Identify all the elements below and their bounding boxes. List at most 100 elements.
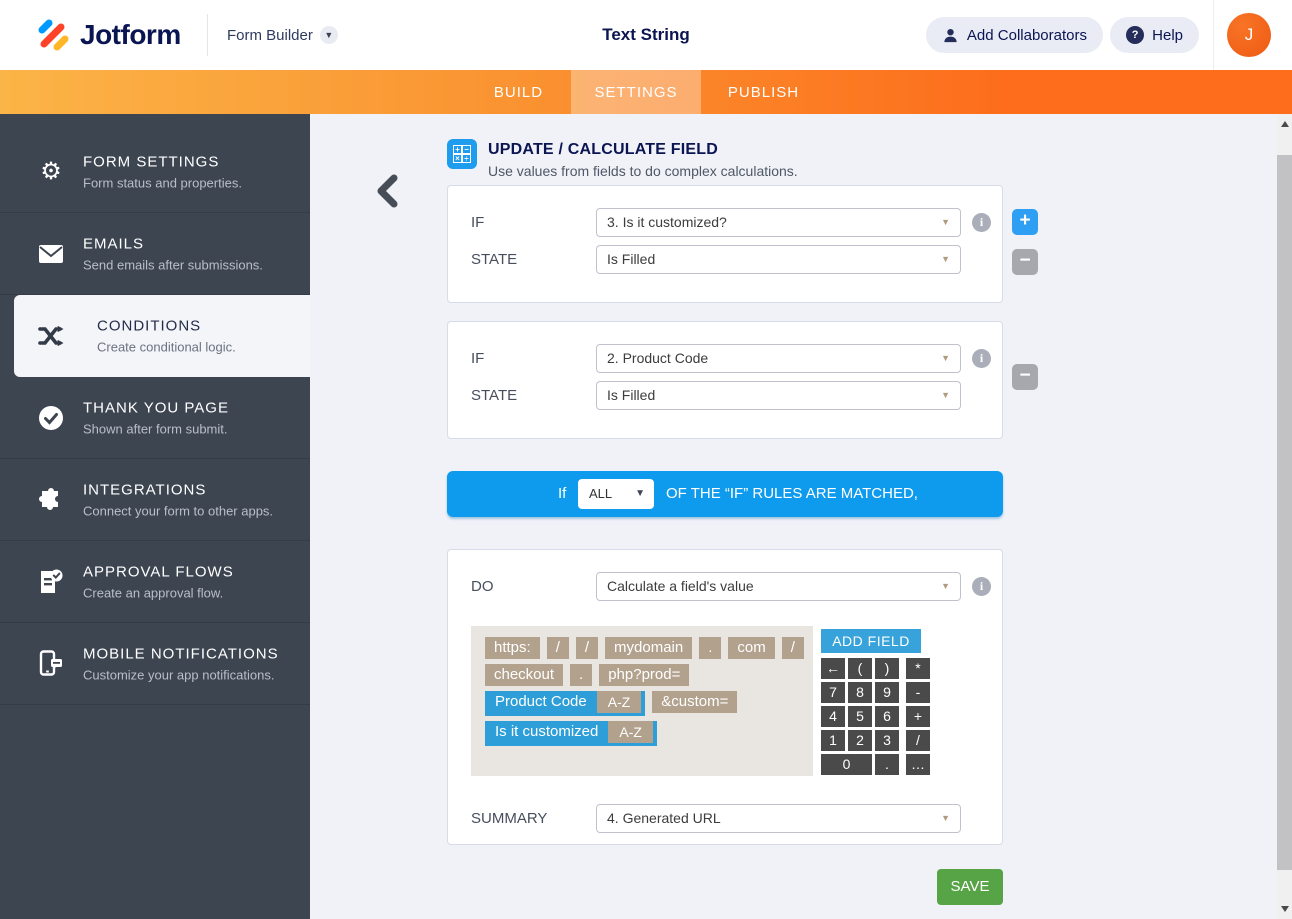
vertical-scrollbar[interactable] (1277, 114, 1292, 919)
chevron-down-icon: ▼ (941, 254, 950, 264)
key-2[interactable]: 2 (848, 730, 872, 751)
sidebar-item-description: Connect your form to other apps. (83, 503, 274, 518)
key-5[interactable]: 5 (848, 706, 872, 727)
formula-editor[interactable]: https: / / mydomain . com / checkout . p… (471, 626, 813, 776)
formula-field-chip[interactable]: Is it customized A-Z (485, 721, 657, 746)
formula-chip[interactable]: mydomain (605, 637, 693, 659)
key-multiply[interactable]: * (906, 658, 930, 679)
key-paren-open[interactable]: ( (848, 658, 872, 679)
sidebar-item-thank-you-page[interactable]: THANK YOU PAGE Shown after form submit. (0, 377, 310, 459)
if-field-select[interactable]: 2. Product Code ▼ (596, 344, 961, 373)
avatar[interactable]: J (1227, 13, 1271, 57)
state-label: STATE (471, 387, 518, 404)
person-icon (944, 28, 957, 42)
state-select[interactable]: Is Filled ▼ (596, 381, 961, 410)
add-collaborators-button[interactable]: Add Collaborators (925, 17, 1103, 53)
info-icon[interactable]: i (972, 577, 991, 596)
key-7[interactable]: 7 (821, 682, 845, 703)
formula-field-chip[interactable]: Product Code A-Z (485, 691, 646, 716)
state-select[interactable]: Is Filled ▼ (596, 245, 961, 274)
info-icon[interactable]: i (972, 349, 991, 368)
do-action-select[interactable]: Calculate a field's value ▼ (596, 572, 961, 601)
tab-build[interactable]: BUILD (493, 83, 544, 101)
tab-settings[interactable]: SETTINGS (571, 70, 701, 114)
if-field-value: 2. Product Code (607, 350, 709, 366)
do-action-card: DO Calculate a field's value ▼ i https: … (447, 549, 1003, 845)
key-9[interactable]: 9 (875, 682, 899, 703)
do-label: DO (471, 578, 494, 595)
chevron-down-icon: ▼ (635, 488, 645, 499)
approval-doc-icon (38, 569, 64, 595)
panel-title: UPDATE / CALCULATE FIELD (488, 141, 718, 158)
formula-chip[interactable]: php?prod= (599, 664, 690, 686)
add-field-button[interactable]: ADD FIELD (821, 629, 921, 653)
field-chip-label: Is it customized (495, 723, 599, 740)
chevron-down-icon: ▼ (941, 353, 950, 363)
help-button[interactable]: ? Help (1110, 17, 1199, 53)
nav-tabs: BUILD SETTINGS PUBLISH (466, 70, 826, 114)
sidebar-item-conditions[interactable]: CONDITIONS Create conditional logic. (14, 295, 310, 377)
key-backspace[interactable]: ← (821, 658, 845, 679)
key-4[interactable]: 4 (821, 706, 845, 727)
if-label: IF (471, 214, 485, 231)
scroll-up-arrow[interactable] (1281, 121, 1289, 127)
formula-chip[interactable]: checkout (485, 664, 564, 686)
formula-chip[interactable]: / (575, 637, 599, 659)
summary-field-value: 4. Generated URL (607, 810, 721, 826)
summary-field-select[interactable]: 4. Generated URL ▼ (596, 804, 961, 833)
match-mode-select[interactable]: ALL ▼ (578, 479, 654, 509)
form-title: Text String (602, 25, 690, 44)
formula-chip[interactable]: &custom= (652, 691, 738, 713)
formula-chip[interactable]: . (699, 637, 722, 659)
remove-rule-button[interactable]: − (1012, 249, 1038, 275)
calculate-field-icon: + − × ÷ (447, 139, 477, 169)
key-0[interactable]: 0 (821, 754, 872, 775)
scroll-down-arrow[interactable] (1281, 906, 1289, 912)
key-paren-close[interactable]: ) (875, 658, 899, 679)
match-suffix: OF THE “IF” RULES ARE MATCHED, (666, 485, 918, 502)
key-8[interactable]: 8 (848, 682, 872, 703)
state-value: Is Filled (607, 387, 656, 403)
formula-chip[interactable]: . (570, 664, 593, 686)
scrollbar-thumb[interactable] (1277, 155, 1292, 870)
key-more[interactable]: … (906, 754, 930, 775)
tab-publish[interactable]: PUBLISH (727, 83, 800, 101)
sidebar-item-label: FORM SETTINGS (83, 153, 220, 170)
key-divide[interactable]: / (906, 730, 930, 751)
puzzle-icon (38, 487, 64, 513)
formula-chip[interactable]: / (781, 637, 804, 659)
settings-sidebar: ⚙ FORM SETTINGS Form status and properti… (0, 114, 310, 919)
product-switcher[interactable]: Form Builder ▼ (227, 0, 338, 70)
formula-chip[interactable]: com (728, 637, 775, 659)
chevron-down-icon: ▼ (941, 217, 950, 227)
back-button[interactable] (375, 174, 401, 208)
key-6[interactable]: 6 (875, 706, 899, 727)
key-plus[interactable]: + (906, 706, 930, 727)
sidebar-item-approval-flows[interactable]: APPROVAL FLOWS Create an approval flow. (0, 541, 310, 623)
sidebar-item-integrations[interactable]: INTEGRATIONS Connect your form to other … (0, 459, 310, 541)
sidebar-item-mobile-notifications[interactable]: MOBILE NOTIFICATIONS Customize your app … (0, 623, 310, 705)
match-prefix: If (558, 485, 567, 502)
remove-rule-button[interactable]: − (1012, 364, 1038, 390)
jotform-logo-icon (38, 19, 69, 51)
key-minus[interactable]: - (906, 682, 930, 703)
add-rule-button[interactable]: + (1012, 209, 1038, 235)
formula-chip[interactable]: / (546, 637, 569, 659)
if-field-value: 3. Is it customized? (607, 214, 727, 230)
sidebar-item-description: Form status and properties. (83, 175, 242, 190)
key-3[interactable]: 3 (875, 730, 899, 751)
formula-chip[interactable]: https: (485, 637, 540, 659)
jotform-logo[interactable]: Jotform (36, 0, 181, 70)
save-button[interactable]: SAVE (937, 869, 1003, 905)
sidebar-item-emails[interactable]: EMAILS Send emails after submissions. (0, 213, 310, 295)
sidebar-item-form-settings[interactable]: ⚙ FORM SETTINGS Form status and properti… (0, 131, 310, 213)
header-divider (207, 14, 208, 56)
if-label: IF (471, 350, 485, 367)
key-dot[interactable]: . (875, 754, 899, 775)
key-1[interactable]: 1 (821, 730, 845, 751)
info-icon[interactable]: i (972, 213, 991, 232)
logo-wordmark: Jotform (80, 19, 181, 50)
if-field-select[interactable]: 3. Is it customized? ▼ (596, 208, 961, 237)
product-label: Form Builder (227, 26, 313, 44)
